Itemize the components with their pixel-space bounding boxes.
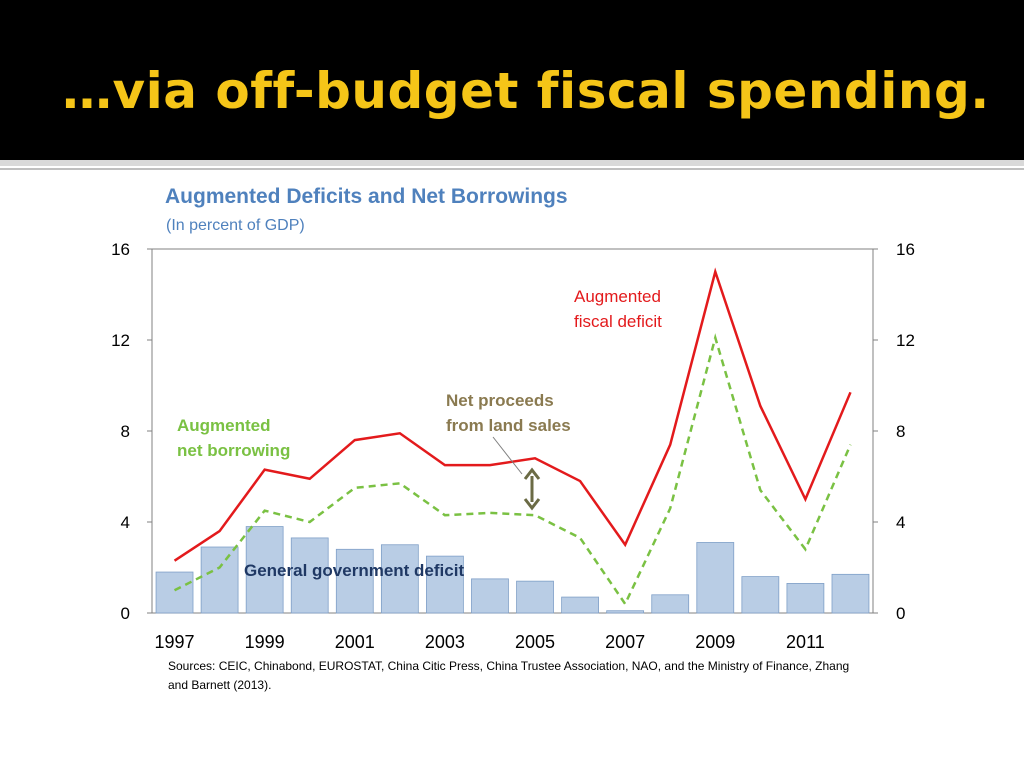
y-tick-label-right: 0 xyxy=(896,604,905,623)
x-tick-label: 1999 xyxy=(245,632,285,652)
label-general-government-deficit: General government deficit xyxy=(244,561,464,580)
x-tick-label: 2003 xyxy=(425,632,465,652)
chart-title: Augmented Deficits and Net Borrowings xyxy=(165,185,568,208)
x-tick-label: 2005 xyxy=(515,632,555,652)
y-tick-label-left: 12 xyxy=(111,331,130,350)
bar-gov-deficit xyxy=(831,573,870,614)
bar-gov-deficit xyxy=(651,594,690,614)
y-tick-label-right: 4 xyxy=(896,513,905,532)
bar-gov-deficit xyxy=(245,526,284,614)
bar-gov-deficit xyxy=(516,580,554,614)
y-tick-label-right: 12 xyxy=(896,331,915,350)
gap-arrow-head-down xyxy=(523,498,541,511)
label-augmented-fiscal-deficit: Augmented xyxy=(574,287,661,306)
y-tick-label-right: 8 xyxy=(896,422,905,441)
x-tick-label: 2001 xyxy=(335,632,375,652)
slide-title: …via off-budget fiscal spending. xyxy=(62,62,990,120)
title-bar: …via off-budget fiscal spending. xyxy=(0,0,1024,160)
bar-gov-deficit xyxy=(741,576,780,614)
bar-gov-deficit xyxy=(606,610,645,614)
bar-gov-deficit xyxy=(290,537,329,614)
x-tick-label: 2009 xyxy=(695,632,735,652)
label-net-proceeds-land-sales: from land sales xyxy=(446,416,571,435)
divider-rule-thin xyxy=(0,168,1024,170)
bar-gov-deficit xyxy=(335,548,374,614)
y-tick-label-left: 8 xyxy=(121,422,130,441)
x-tick-label: 2007 xyxy=(605,632,645,652)
source-note: Sources: CEIC, Chinabond, EUROSTAT, Chin… xyxy=(168,659,850,692)
label-augmented-net-borrowing: net borrowing xyxy=(177,441,290,460)
y-tick-label-left: 16 xyxy=(111,240,130,259)
x-tick-label: 2011 xyxy=(786,632,825,652)
bar-gov-deficit xyxy=(561,596,599,614)
x-tick-label: 1997 xyxy=(155,632,195,652)
bar-gov-deficit xyxy=(380,544,419,614)
bar-gov-deficit xyxy=(696,542,735,614)
y-tick-label-left: 4 xyxy=(121,513,130,532)
bar-gov-deficit xyxy=(426,555,464,614)
y-tick-label-left: 0 xyxy=(121,604,130,623)
divider-rule xyxy=(0,160,1024,166)
label-augmented-net-borrowing: Augmented xyxy=(177,416,271,435)
y-tick-label-right: 16 xyxy=(896,240,915,259)
label-net-proceeds-land-sales: Net proceeds xyxy=(446,391,554,410)
line-augmented-net-borrowing xyxy=(173,333,852,607)
bar-gov-deficit xyxy=(155,571,194,614)
chart-subtitle: (In percent of GDP) xyxy=(166,217,305,234)
bar-gov-deficit xyxy=(786,583,825,614)
bar-gov-deficit xyxy=(200,546,239,614)
bar-gov-deficit xyxy=(471,578,509,614)
label-augmented-fiscal-deficit: fiscal deficit xyxy=(574,312,662,331)
gap-arrow-head-up xyxy=(523,467,541,480)
leader-line xyxy=(492,436,523,475)
